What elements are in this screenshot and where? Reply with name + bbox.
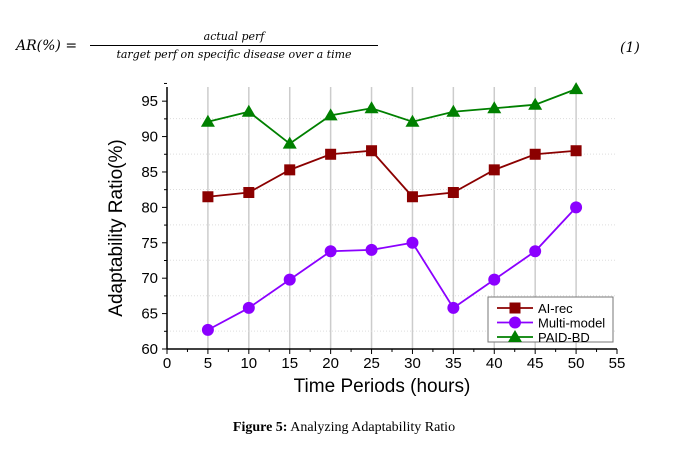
data-point-ai-rec <box>243 187 255 199</box>
y-tick-label: 90 <box>141 129 158 146</box>
legend-marker-multi-model <box>509 316 521 329</box>
data-point-ai-rec <box>366 145 378 157</box>
x-tick-label: 10 <box>240 355 257 372</box>
data-point-multi-model <box>529 245 542 258</box>
data-point-paid-bd <box>323 108 338 121</box>
y-tick-label: 75 <box>141 235 158 252</box>
equation-fraction: actual perf target perf on specific dise… <box>90 30 378 61</box>
data-point-ai-rec <box>488 164 500 176</box>
data-point-multi-model <box>242 301 255 314</box>
y-tick-label: 95 <box>141 93 158 110</box>
x-tick-label: 25 <box>363 355 380 372</box>
caption-text: Analyzing Adaptability Ratio <box>287 420 456 435</box>
data-point-paid-bd <box>446 104 461 117</box>
data-point-paid-bd <box>487 101 502 114</box>
data-point-paid-bd <box>405 114 420 127</box>
legend-marker-paid-bd <box>508 330 522 342</box>
data-point-ai-rec <box>202 191 214 203</box>
x-tick-label: 40 <box>486 355 503 372</box>
data-point-multi-model <box>406 236 419 249</box>
series-line-ai-rec <box>207 149 577 198</box>
data-point-multi-model <box>324 245 337 258</box>
x-tick-label: 50 <box>568 355 585 372</box>
y-tick-label: 60 <box>141 341 158 358</box>
data-point-paid-bd <box>282 136 297 149</box>
data-point-paid-bd <box>569 82 584 95</box>
data-point-multi-model <box>488 273 501 286</box>
caption-label: Figure 5: <box>232 420 288 435</box>
series-line-paid-bd <box>207 88 577 145</box>
series-line-multi-model <box>207 206 577 331</box>
data-point-ai-rec <box>447 187 459 199</box>
figure-caption: Figure 5: Analyzing Adaptability Ratio <box>0 420 688 436</box>
y-tick-label: 65 <box>141 306 158 323</box>
data-point-paid-bd <box>528 97 543 110</box>
x-tick-label: 55 <box>609 355 626 372</box>
legend-label-ai-rec: AI-rec <box>538 301 573 316</box>
data-point-ai-rec <box>284 164 296 176</box>
data-point-ai-rec <box>570 145 582 157</box>
x-tick-label: 35 <box>445 355 462 372</box>
equation-numerator: actual perf <box>90 30 378 46</box>
y-tick-label: 80 <box>141 199 158 216</box>
data-point-paid-bd <box>364 101 379 114</box>
legend-marker-ai-rec <box>509 302 521 314</box>
legend-box <box>487 296 614 343</box>
data-point-ai-rec <box>529 148 541 160</box>
y-tick-label: 85 <box>141 164 158 181</box>
data-point-multi-model <box>283 273 296 286</box>
data-point-multi-model <box>570 201 583 214</box>
equation-number: (1) <box>620 40 640 56</box>
x-tick-label: 15 <box>281 355 298 372</box>
x-tick-label: 30 <box>404 355 421 372</box>
y-tick-label: 70 <box>141 270 158 287</box>
x-tick-label: 0 <box>163 355 171 372</box>
data-point-paid-bd <box>241 104 256 117</box>
x-tick-label: 20 <box>322 355 339 372</box>
equation-lhs: AR(%) = <box>16 38 78 54</box>
data-point-multi-model <box>447 301 460 314</box>
legend-label-multi-model: Multi-model <box>538 316 605 331</box>
legend-label-paid-bd: PAID-BD <box>538 330 590 345</box>
data-point-multi-model <box>365 243 378 256</box>
x-tick-label: 5 <box>204 355 212 372</box>
data-point-ai-rec <box>325 148 337 160</box>
x-tick-label: 45 <box>527 355 544 372</box>
data-point-multi-model <box>201 323 214 336</box>
data-point-ai-rec <box>406 191 418 203</box>
y-axis-label: Adaptability Ratio(%) <box>106 139 127 316</box>
x-axis-label: Time Periods (hours) <box>294 376 471 397</box>
data-point-paid-bd <box>200 114 215 127</box>
equation-denominator: target perf on specific disease over a t… <box>116 48 352 61</box>
